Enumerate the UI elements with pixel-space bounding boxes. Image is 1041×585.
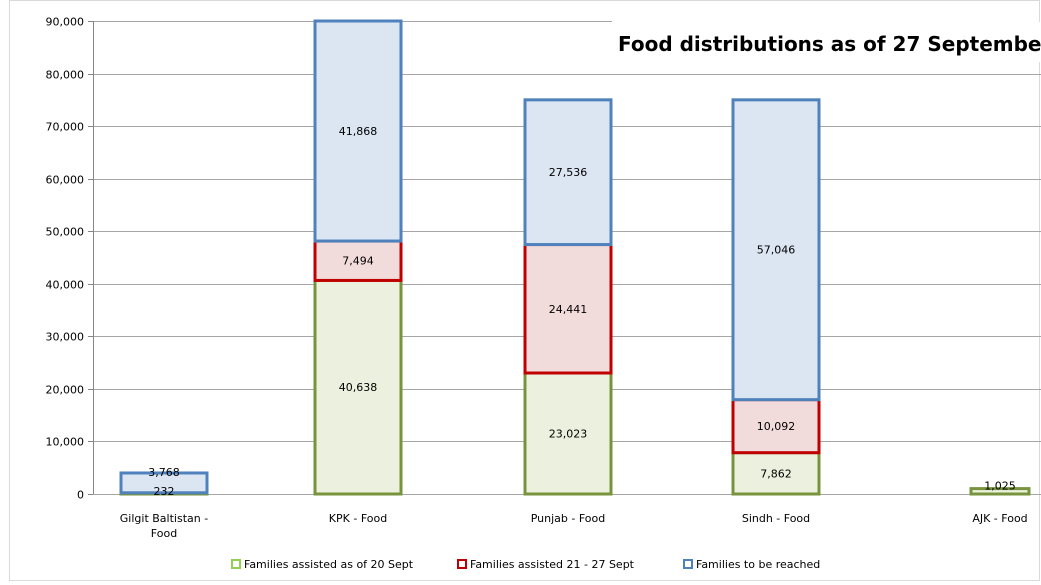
data-label: 27,536 bbox=[549, 166, 588, 179]
bars bbox=[119, 19, 1031, 496]
y-tick-label: 30,000 bbox=[46, 331, 85, 344]
data-labels: 232 3,768 40,638 7,494 41,868 23,023 24,441 27,… bbox=[148, 125, 1016, 498]
legend-label: Families to be reached bbox=[696, 558, 820, 571]
bar-segment bbox=[731, 98, 821, 402]
legend-label: Families assisted as of 20 Sept bbox=[244, 558, 414, 571]
data-label: 232 bbox=[154, 485, 175, 498]
category-label: AJK - Food bbox=[972, 512, 1027, 525]
bar-segment bbox=[523, 371, 613, 496]
y-tick-label: 10,000 bbox=[46, 436, 85, 449]
y-tick-label: 0 bbox=[77, 489, 84, 502]
data-label: 3,768 bbox=[148, 466, 180, 479]
category-label: Punjab - Food bbox=[531, 512, 606, 525]
legend: Families assisted as of 20 Sept Families … bbox=[231, 558, 820, 571]
legend-label: Families assisted 21 - 27 Sept bbox=[470, 558, 635, 571]
chart-title: Food distributions as of 27 September bbox=[618, 32, 1041, 56]
category-label: Sindh - Food bbox=[742, 512, 810, 525]
category-label: Gilgit Baltistan - bbox=[120, 512, 208, 525]
y-tick-label: 50,000 bbox=[46, 226, 85, 239]
data-label: 1,025 bbox=[984, 480, 1016, 493]
data-label: 10,092 bbox=[757, 420, 796, 433]
x-axis: Gilgit Baltistan - Food KPK - Food Punjab -… bbox=[120, 512, 1028, 540]
y-axis: 0 10,000 20,000 30,000 40,000 50,000 60,000 70,… bbox=[46, 16, 94, 502]
legend-swatch bbox=[457, 559, 467, 569]
legend-swatch bbox=[231, 559, 241, 569]
bar-segment bbox=[523, 98, 613, 247]
bar-segment bbox=[313, 19, 403, 243]
y-tick-label: 60,000 bbox=[46, 174, 85, 187]
data-label: 57,046 bbox=[757, 244, 796, 257]
category-label: Food bbox=[151, 527, 177, 540]
data-label: 23,023 bbox=[549, 428, 588, 441]
y-tick-label: 90,000 bbox=[46, 16, 85, 29]
bar-segment bbox=[731, 451, 821, 496]
category-label: KPK - Food bbox=[329, 512, 387, 525]
data-label: 7,862 bbox=[760, 467, 792, 480]
data-label: 7,494 bbox=[342, 255, 374, 268]
bar-segment bbox=[313, 278, 403, 496]
y-tick-label: 80,000 bbox=[46, 69, 85, 82]
y-tick-label: 40,000 bbox=[46, 279, 85, 292]
title-background bbox=[613, 22, 1041, 62]
bar-segment bbox=[119, 471, 209, 495]
y-tick-label: 70,000 bbox=[46, 121, 85, 134]
data-label: 41,868 bbox=[339, 125, 378, 138]
y-tick-label: 20,000 bbox=[46, 384, 85, 397]
legend-swatch bbox=[683, 559, 693, 569]
bar-segment bbox=[523, 243, 613, 375]
data-label: 40,638 bbox=[339, 381, 378, 394]
bar-segment bbox=[969, 487, 1031, 496]
bar-segment bbox=[731, 398, 821, 455]
data-label: 24,441 bbox=[549, 303, 588, 316]
